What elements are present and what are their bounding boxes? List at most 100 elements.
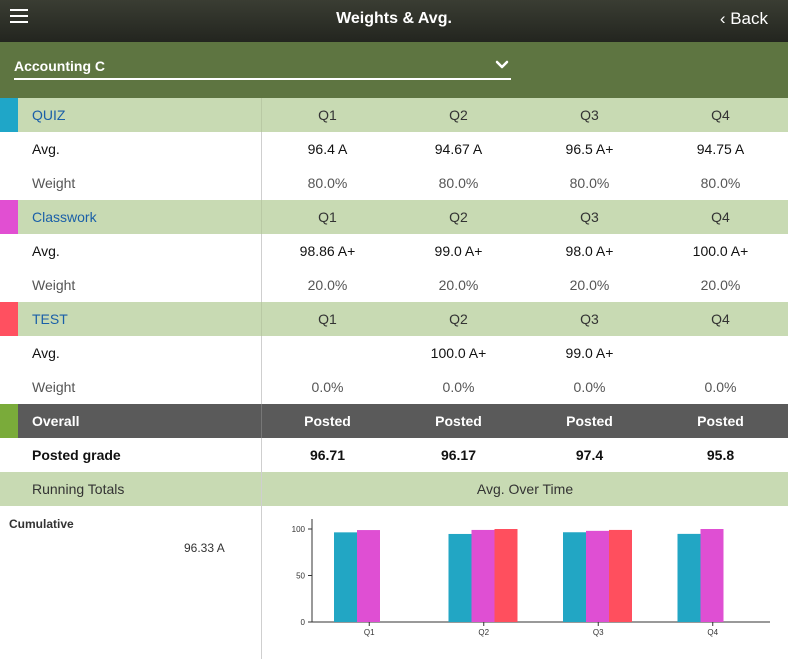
course-select-value: Accounting C [14,58,105,74]
x-tick-label: Q2 [478,628,489,637]
avg-row-test: Avg. 100.0 A+ 99.0 A+ [0,336,788,370]
y-tick-label: 100 [292,525,306,534]
x-tick-label: Q1 [364,628,375,637]
bar [471,529,495,622]
posted-grade-row: Posted grade 96.71 96.17 97.4 95.8 [0,438,788,472]
quarter-label: Q4 [711,107,730,123]
bar [357,530,380,622]
quarter-label: Q1 [318,209,337,225]
weight-row-classwork: Weight 20.0% 20.0% 20.0% 20.0% [0,268,788,302]
avg-value: 96.5 A+ [565,141,614,157]
quarter-label: Q3 [580,311,599,327]
section-header-test: TEST Q1 Q2 Q3 Q4 [0,302,788,336]
avg-value: 100.0 A+ [692,243,749,259]
running-totals-label: Running Totals [32,481,125,497]
avg-value: 98.0 A+ [565,243,614,259]
avg-label: Avg. [32,243,60,259]
weight-label: Weight [32,277,76,293]
section-name: Classwork [32,209,97,225]
posted-grade-value: 96.71 [309,447,346,463]
weight-value: 0.0% [442,379,475,395]
weight-value: 20.0% [700,277,741,293]
section-name: QUIZ [32,107,66,123]
avg-value [655,336,786,370]
section-color-test [0,302,18,336]
weight-value: 0.0% [311,379,344,395]
running-totals-header: Running Totals Avg. Over Time [0,472,788,506]
posted-status: Posted [435,413,482,429]
course-select-bar: Accounting C [0,42,788,98]
quarter-label: Q2 [449,107,468,123]
avg-value: 94.75 A [696,141,745,157]
chevron-down-icon [495,60,509,69]
top-bar: Weights & Avg. ‹ Back [0,0,788,42]
quarter-label: Q3 [580,107,599,123]
section-header-classwork: Classwork Q1 Q2 Q3 Q4 [0,200,788,234]
weight-value: 0.0% [704,379,737,395]
cumulative-value: 96.33 A [184,541,225,555]
y-tick-label: 0 [301,618,306,627]
posted-status: Posted [697,413,744,429]
y-tick-label: 50 [296,572,305,581]
bar [700,529,724,622]
weight-value: 80.0% [569,175,610,191]
cumulative-label: Cumulative [9,517,74,531]
avg-value: 94.67 A [434,141,483,157]
avg-value: 99.0 A+ [434,243,483,259]
quarter-label: Q4 [711,209,730,225]
weight-value: 20.0% [569,277,610,293]
avg-row-quiz: Avg. 96.4 A 94.67 A 96.5 A+ 94.75 A [0,132,788,166]
bar [677,533,701,622]
posted-status: Posted [304,413,351,429]
section-header-quiz: QUIZ Q1 Q2 Q3 Q4 [0,98,788,132]
course-select[interactable]: Accounting C [14,56,511,80]
avg-value: 100.0 A+ [430,345,487,361]
quarter-label: Q2 [449,311,468,327]
x-tick-label: Q3 [593,628,604,637]
weight-value: 0.0% [573,379,606,395]
quarter-label: Q1 [318,107,337,123]
avg-label: Avg. [32,345,60,361]
weight-value: 80.0% [438,175,479,191]
bar [563,532,586,622]
weight-value: 20.0% [307,277,348,293]
avg-value: 96.4 A [307,141,348,157]
running-totals-panel: Cumulative 96.33 A 0 50 100 Q1 Q2 Q3 Q4 [0,505,788,659]
grades-table: QUIZ Q1 Q2 Q3 Q4 Avg. 96.4 A 94.67 A 96.… [0,98,788,506]
posted-status: Posted [566,413,613,429]
avg-value [262,336,393,370]
weight-label: Weight [32,379,76,395]
menu-icon[interactable] [10,9,28,25]
x-tick-label: Q4 [707,628,718,637]
section-color-quiz [0,98,18,132]
bar [609,529,632,622]
avg-value: 98.86 A+ [299,243,356,259]
posted-grade-value: 97.4 [575,447,604,463]
weight-value: 20.0% [438,277,479,293]
bar [448,533,472,622]
section-color-classwork [0,200,18,234]
posted-grade-value: 96.17 [440,447,477,463]
overall-label: Overall [32,413,80,429]
weight-value: 80.0% [700,175,741,191]
weight-value: 80.0% [307,175,348,191]
section-name: TEST [32,311,68,327]
weight-row-quiz: Weight 80.0% 80.0% 80.0% 80.0% [0,166,788,200]
chart-title: Avg. Over Time [476,481,574,497]
avg-label: Avg. [32,141,60,157]
weight-row-test: Weight 0.0% 0.0% 0.0% 0.0% [0,370,788,404]
quarter-label: Q3 [580,209,599,225]
weight-label: Weight [32,175,76,191]
page-title: Weights & Avg. [336,10,452,27]
overall-header: Overall Posted Posted Posted Posted [0,404,788,438]
quarter-label: Q4 [711,311,730,327]
avg-value: 99.0 A+ [565,345,614,361]
section-color-overall [0,404,18,438]
back-button[interactable]: ‹ Back [719,9,768,28]
posted-grade-label: Posted grade [32,447,121,463]
avg-row-classwork: Avg. 98.86 A+ 99.0 A+ 98.0 A+ 100.0 A+ [0,234,788,268]
bar [586,530,609,622]
posted-grade-value: 95.8 [706,447,735,463]
avg-over-time-chart: 0 50 100 Q1 Q2 Q3 Q4 [292,519,770,637]
bar [494,529,518,622]
